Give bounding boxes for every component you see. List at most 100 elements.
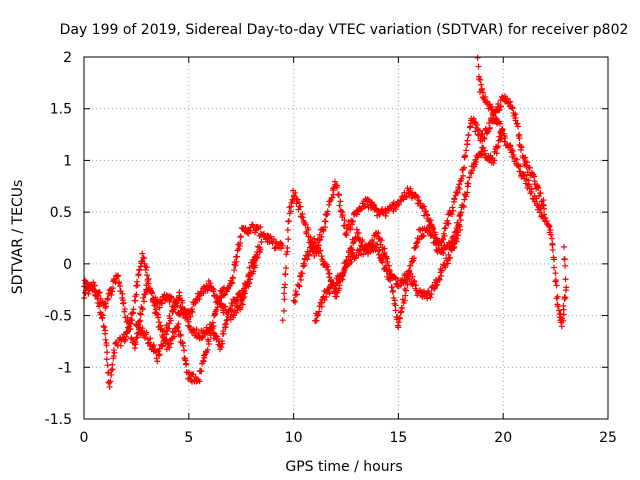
data-point — [140, 298, 147, 305]
data-point — [496, 107, 503, 114]
data-point — [137, 317, 144, 324]
data-point — [168, 294, 175, 301]
data-point — [179, 339, 186, 346]
data-point — [512, 111, 519, 118]
data-point — [364, 201, 371, 208]
data-point — [378, 237, 385, 244]
data-point — [347, 225, 354, 232]
data-point — [516, 131, 523, 138]
data-point — [501, 138, 508, 145]
data-point — [357, 206, 364, 213]
data-point — [220, 330, 227, 337]
y-tick-label: 2 — [63, 50, 72, 66]
data-point — [349, 249, 356, 256]
data-point — [479, 131, 486, 138]
data-point — [167, 317, 174, 324]
data-point — [420, 232, 427, 239]
y-tick-label: -1.5 — [45, 412, 72, 428]
data-point — [172, 302, 179, 309]
data-point — [461, 196, 468, 203]
data-point — [518, 144, 525, 151]
data-point — [247, 276, 254, 283]
data-point — [282, 271, 289, 278]
data-point — [175, 296, 182, 303]
data-point — [461, 164, 468, 171]
data-point — [402, 292, 409, 299]
data-point — [305, 251, 312, 258]
data-point — [120, 299, 127, 306]
data-point — [304, 256, 311, 263]
data-point — [507, 142, 514, 149]
data-point — [102, 336, 109, 343]
data-point — [448, 211, 455, 218]
data-point — [133, 335, 140, 342]
data-point — [323, 293, 330, 300]
data-point — [376, 247, 383, 254]
data-point — [359, 237, 366, 244]
data-point — [558, 323, 565, 330]
data-point — [133, 282, 140, 289]
data-point — [299, 210, 306, 217]
data-point — [475, 132, 482, 139]
data-point — [351, 255, 358, 262]
data-point — [163, 331, 170, 338]
data-point — [549, 247, 556, 254]
data-point — [562, 262, 569, 269]
y-tick-label: -1 — [58, 360, 72, 376]
data-point — [156, 351, 163, 358]
data-point — [324, 208, 331, 215]
data-point — [457, 227, 464, 234]
data-point — [342, 231, 349, 238]
data-point — [474, 121, 481, 128]
data-point — [326, 290, 333, 297]
data-point — [526, 164, 533, 171]
data-point — [187, 313, 194, 320]
data-point — [156, 319, 163, 326]
data-point — [198, 368, 205, 375]
data-point — [464, 137, 471, 144]
data-point — [468, 170, 475, 177]
x-axis-label: GPS time / hours — [285, 459, 402, 475]
data-point — [392, 274, 399, 281]
ticks-layer: 0 5 10 15 20 25 -1.5 -1 -0.5 0 0.5 1 1.5 2 — [45, 50, 617, 446]
data-point — [376, 211, 383, 218]
data-point — [222, 303, 229, 310]
data-point — [438, 267, 445, 274]
data-point — [392, 302, 399, 309]
data-point — [132, 338, 139, 345]
data-point — [438, 272, 445, 279]
data-point — [281, 296, 288, 303]
data-point — [174, 324, 181, 331]
data-point — [333, 184, 340, 191]
data-point — [156, 304, 163, 311]
data-point — [475, 63, 482, 70]
data-point — [177, 332, 184, 339]
data-point — [375, 248, 382, 255]
data-point — [459, 172, 466, 179]
data-point — [227, 306, 234, 313]
data-point — [142, 290, 149, 297]
data-point — [143, 329, 150, 336]
data-point — [170, 306, 177, 313]
data-point — [497, 120, 504, 127]
chart-title: Day 199 of 2019, Sidereal Day-to-day VTE… — [60, 22, 629, 38]
data-point — [513, 156, 520, 163]
data-point — [143, 264, 150, 271]
data-point — [395, 201, 402, 208]
data-point — [102, 303, 109, 310]
data-point — [310, 243, 317, 250]
data-point — [423, 208, 430, 215]
data-point — [85, 290, 92, 297]
data-point — [189, 309, 196, 316]
data-point — [159, 342, 166, 349]
data-point — [436, 276, 443, 283]
data-point — [324, 266, 331, 273]
data-point — [463, 193, 470, 200]
data-point — [469, 167, 476, 174]
data-point — [166, 344, 173, 351]
x-tick-label: 25 — [599, 430, 617, 446]
data-point — [316, 308, 323, 315]
data-point — [521, 172, 528, 179]
data-point — [414, 194, 421, 201]
